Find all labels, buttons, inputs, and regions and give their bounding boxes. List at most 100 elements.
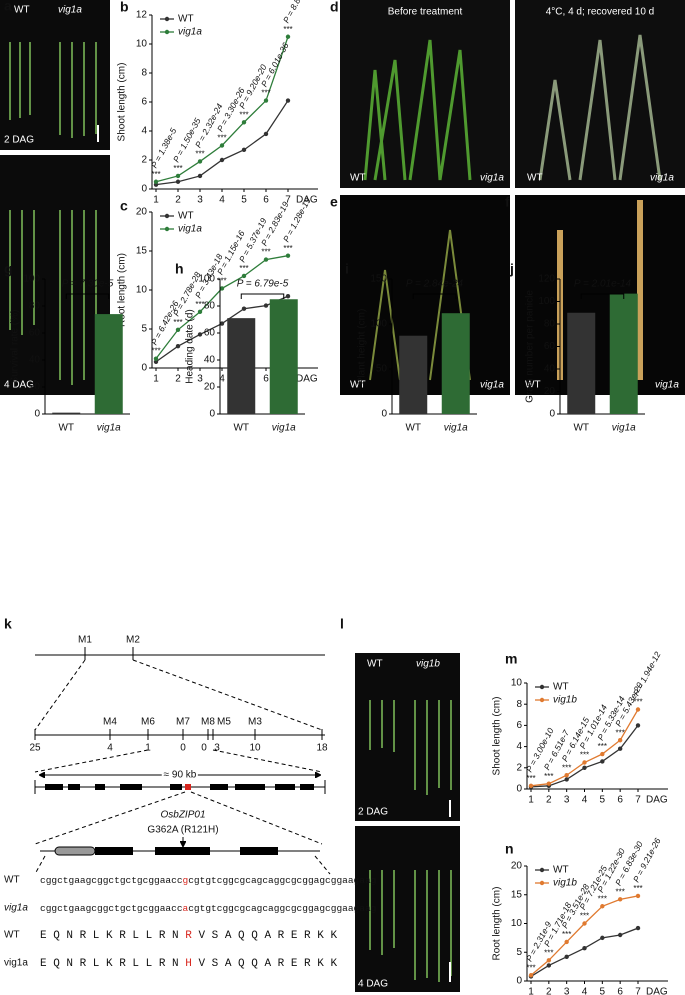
panel-letter: l xyxy=(340,616,344,632)
significance: *** xyxy=(283,25,292,34)
photo xyxy=(0,0,110,150)
bar xyxy=(52,412,81,414)
x-tick-label: 2 xyxy=(546,795,552,806)
x-tick-label: 3 xyxy=(564,987,570,995)
legend-label: WT xyxy=(178,211,194,222)
y-tick-label: 20 xyxy=(544,386,556,397)
y-axis-label: Survival rate (%) xyxy=(10,310,21,384)
significance: *** xyxy=(239,110,248,119)
point xyxy=(219,286,225,291)
photo xyxy=(515,0,685,188)
seq-name: WT xyxy=(4,930,20,941)
legend-dot xyxy=(164,29,170,35)
y-tick-label: 6 xyxy=(516,720,522,731)
significance: *** xyxy=(195,300,204,309)
panel-letters: a b c d e f g h i j k l m n xyxy=(4,0,517,857)
y-tick-label: 15 xyxy=(136,246,148,257)
y-tick-label: 150 xyxy=(370,274,387,285)
photo-label: vig1a xyxy=(58,5,82,16)
significance: *** xyxy=(580,912,589,921)
x-tick-label: 4 xyxy=(219,195,225,206)
y-axis-label: Shoot length (cm) xyxy=(117,63,128,142)
count: 0 xyxy=(180,743,186,754)
significance: *** xyxy=(283,244,292,253)
point xyxy=(263,257,269,262)
x-tick-label: 1 xyxy=(153,374,159,385)
significance: *** xyxy=(615,887,624,896)
point xyxy=(582,765,587,770)
marker: M1 xyxy=(78,635,92,646)
y-tick-label: 40 xyxy=(544,364,556,375)
point xyxy=(564,954,569,960)
x-tick-label: 6 xyxy=(263,374,269,385)
y-tick-label: 0 xyxy=(141,184,147,195)
point xyxy=(219,157,225,163)
panel-letter: a xyxy=(4,0,12,14)
sequence: cggctgaagcggctgctgcggaaccacgtgtcggcgcagc… xyxy=(40,903,376,914)
p-value: P = 6.01e-36 xyxy=(259,41,291,89)
panel-letter: d xyxy=(330,0,339,15)
photo xyxy=(0,155,110,395)
legend-label: vig1b xyxy=(553,695,577,706)
count: 0 xyxy=(201,743,207,754)
legend-label: WT xyxy=(553,865,569,876)
point xyxy=(528,973,534,978)
photo-label: WT xyxy=(367,659,383,670)
point xyxy=(617,897,623,902)
y-tick-label: 60 xyxy=(204,328,216,339)
seq: V S A Q Q A R E R K K xyxy=(192,930,338,942)
p-value: P = 7.30e-5 xyxy=(62,279,114,290)
significance: *** xyxy=(173,318,182,327)
point xyxy=(582,946,587,951)
y-tick-label: 20 xyxy=(204,382,216,393)
y-tick-label: 0 xyxy=(516,976,522,987)
y-tick-label: 100 xyxy=(198,274,215,285)
x-tick-label: 2 xyxy=(546,987,552,995)
x-axis-label: DAG xyxy=(296,195,318,206)
significance: *** xyxy=(598,894,607,903)
y-tick-label: 0 xyxy=(516,784,522,795)
panel-letter: n xyxy=(505,841,514,857)
seq-mut: g xyxy=(183,875,189,886)
photo-label: 4°C, 4 d; recovered 10 d xyxy=(546,7,655,18)
point xyxy=(546,963,552,968)
point xyxy=(197,173,203,179)
y-tick-label: 20 xyxy=(29,382,41,393)
point xyxy=(582,760,587,765)
panel-letter: j xyxy=(509,261,514,277)
sequence: cggctgaagcggctgctgcggaaccgcgtgtcggcgcagc… xyxy=(40,875,376,886)
bracket xyxy=(65,293,110,299)
point xyxy=(600,751,605,757)
bar xyxy=(227,318,256,414)
seq: cggctgaagcggctgctgcggaacc xyxy=(40,903,183,914)
seq-mut: R xyxy=(185,930,192,942)
marker: M4 xyxy=(103,717,117,728)
seq: cgtgtcggcgcagcaggcgcggagcggaagaag xyxy=(188,903,376,914)
x-tick-label: vig1a xyxy=(444,423,468,434)
legend-dot xyxy=(164,213,170,219)
significance: *** xyxy=(562,930,571,939)
point xyxy=(564,939,569,945)
significance: *** xyxy=(173,164,182,173)
photo-label: vig1a xyxy=(650,173,674,184)
significance: *** xyxy=(562,763,571,772)
x-tick-label: 7 xyxy=(635,987,641,995)
significance: *** xyxy=(261,89,270,98)
bracket xyxy=(240,293,285,299)
p-value: P = 6.79e-5 xyxy=(237,279,289,290)
count: 3 xyxy=(214,743,220,754)
y-tick-label: 5 xyxy=(141,324,147,335)
significance: *** xyxy=(217,277,226,286)
photo-label: Before treatment xyxy=(388,7,463,18)
photo-label: WT xyxy=(525,380,541,391)
panel-letter: m xyxy=(505,651,517,667)
seq-mut: a xyxy=(183,903,189,914)
x-tick-label: 6 xyxy=(617,795,623,806)
y-tick-label: 60 xyxy=(544,341,556,352)
x-tick-label: vig1a xyxy=(272,423,296,434)
y-tick-label: 6 xyxy=(141,97,147,108)
photo-label: 4 DAG xyxy=(358,979,388,990)
x-tick-label: 2 xyxy=(175,195,181,206)
